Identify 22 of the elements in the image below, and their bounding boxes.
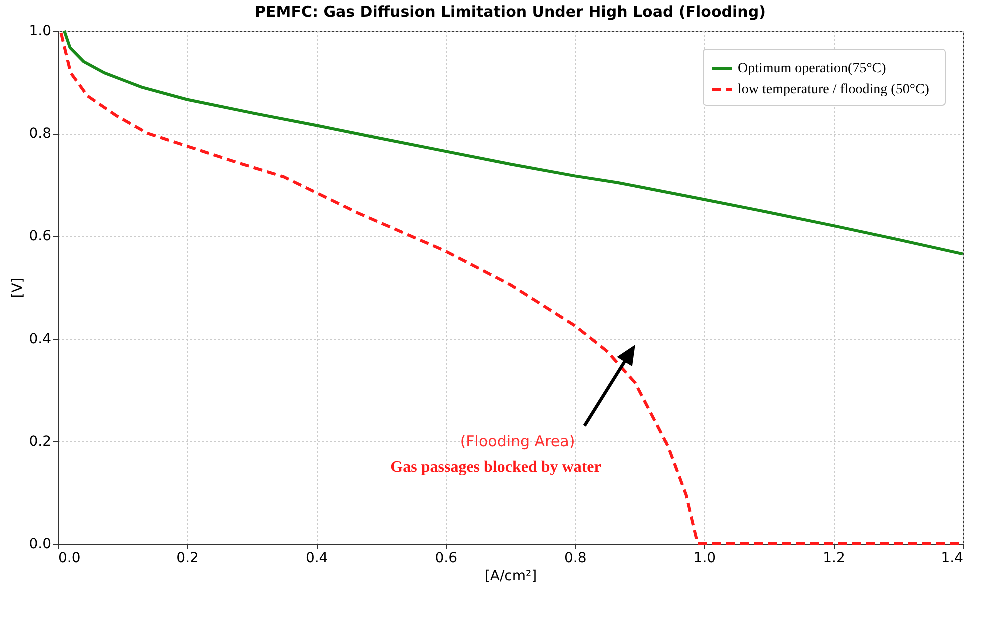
x-tick-label: 1.4 [941, 550, 964, 566]
legend-label: Optimum operation(75°C) [738, 62, 887, 76]
y-tick-label: 0.0 [29, 536, 52, 552]
x-tick-label: 0.6 [435, 550, 458, 566]
y-tick-label: 0.8 [29, 126, 52, 142]
y-tick-label: 0.4 [29, 331, 52, 348]
y-tick-label: 0.6 [29, 228, 52, 245]
x-tick-label: 0.2 [176, 550, 199, 566]
annotation: Gas passages blocked by water [390, 459, 602, 476]
line-series [62, 30, 964, 256]
annotation: (Flooding Area) [460, 432, 576, 450]
legend-label: low temperature / flooding (50°C) [738, 82, 930, 98]
y-tick-label: 0.2 [29, 434, 52, 450]
x-tick-label: 1.2 [823, 550, 846, 566]
x-tick-label: 1.0 [694, 550, 716, 566]
x-axis-title: [A/cm²] [484, 568, 538, 584]
y-tick-label: 1.0 [29, 24, 52, 40]
x-tick-label: 0.0 [58, 550, 81, 566]
x-tick-label: 0.4 [306, 550, 328, 566]
x-tick-label: 0.8 [564, 550, 587, 566]
y-axis-title: [V] [10, 278, 26, 298]
chart-title: PEMFC: Gas Diffusion Limitation Under High Load (Flooding) [255, 3, 766, 21]
